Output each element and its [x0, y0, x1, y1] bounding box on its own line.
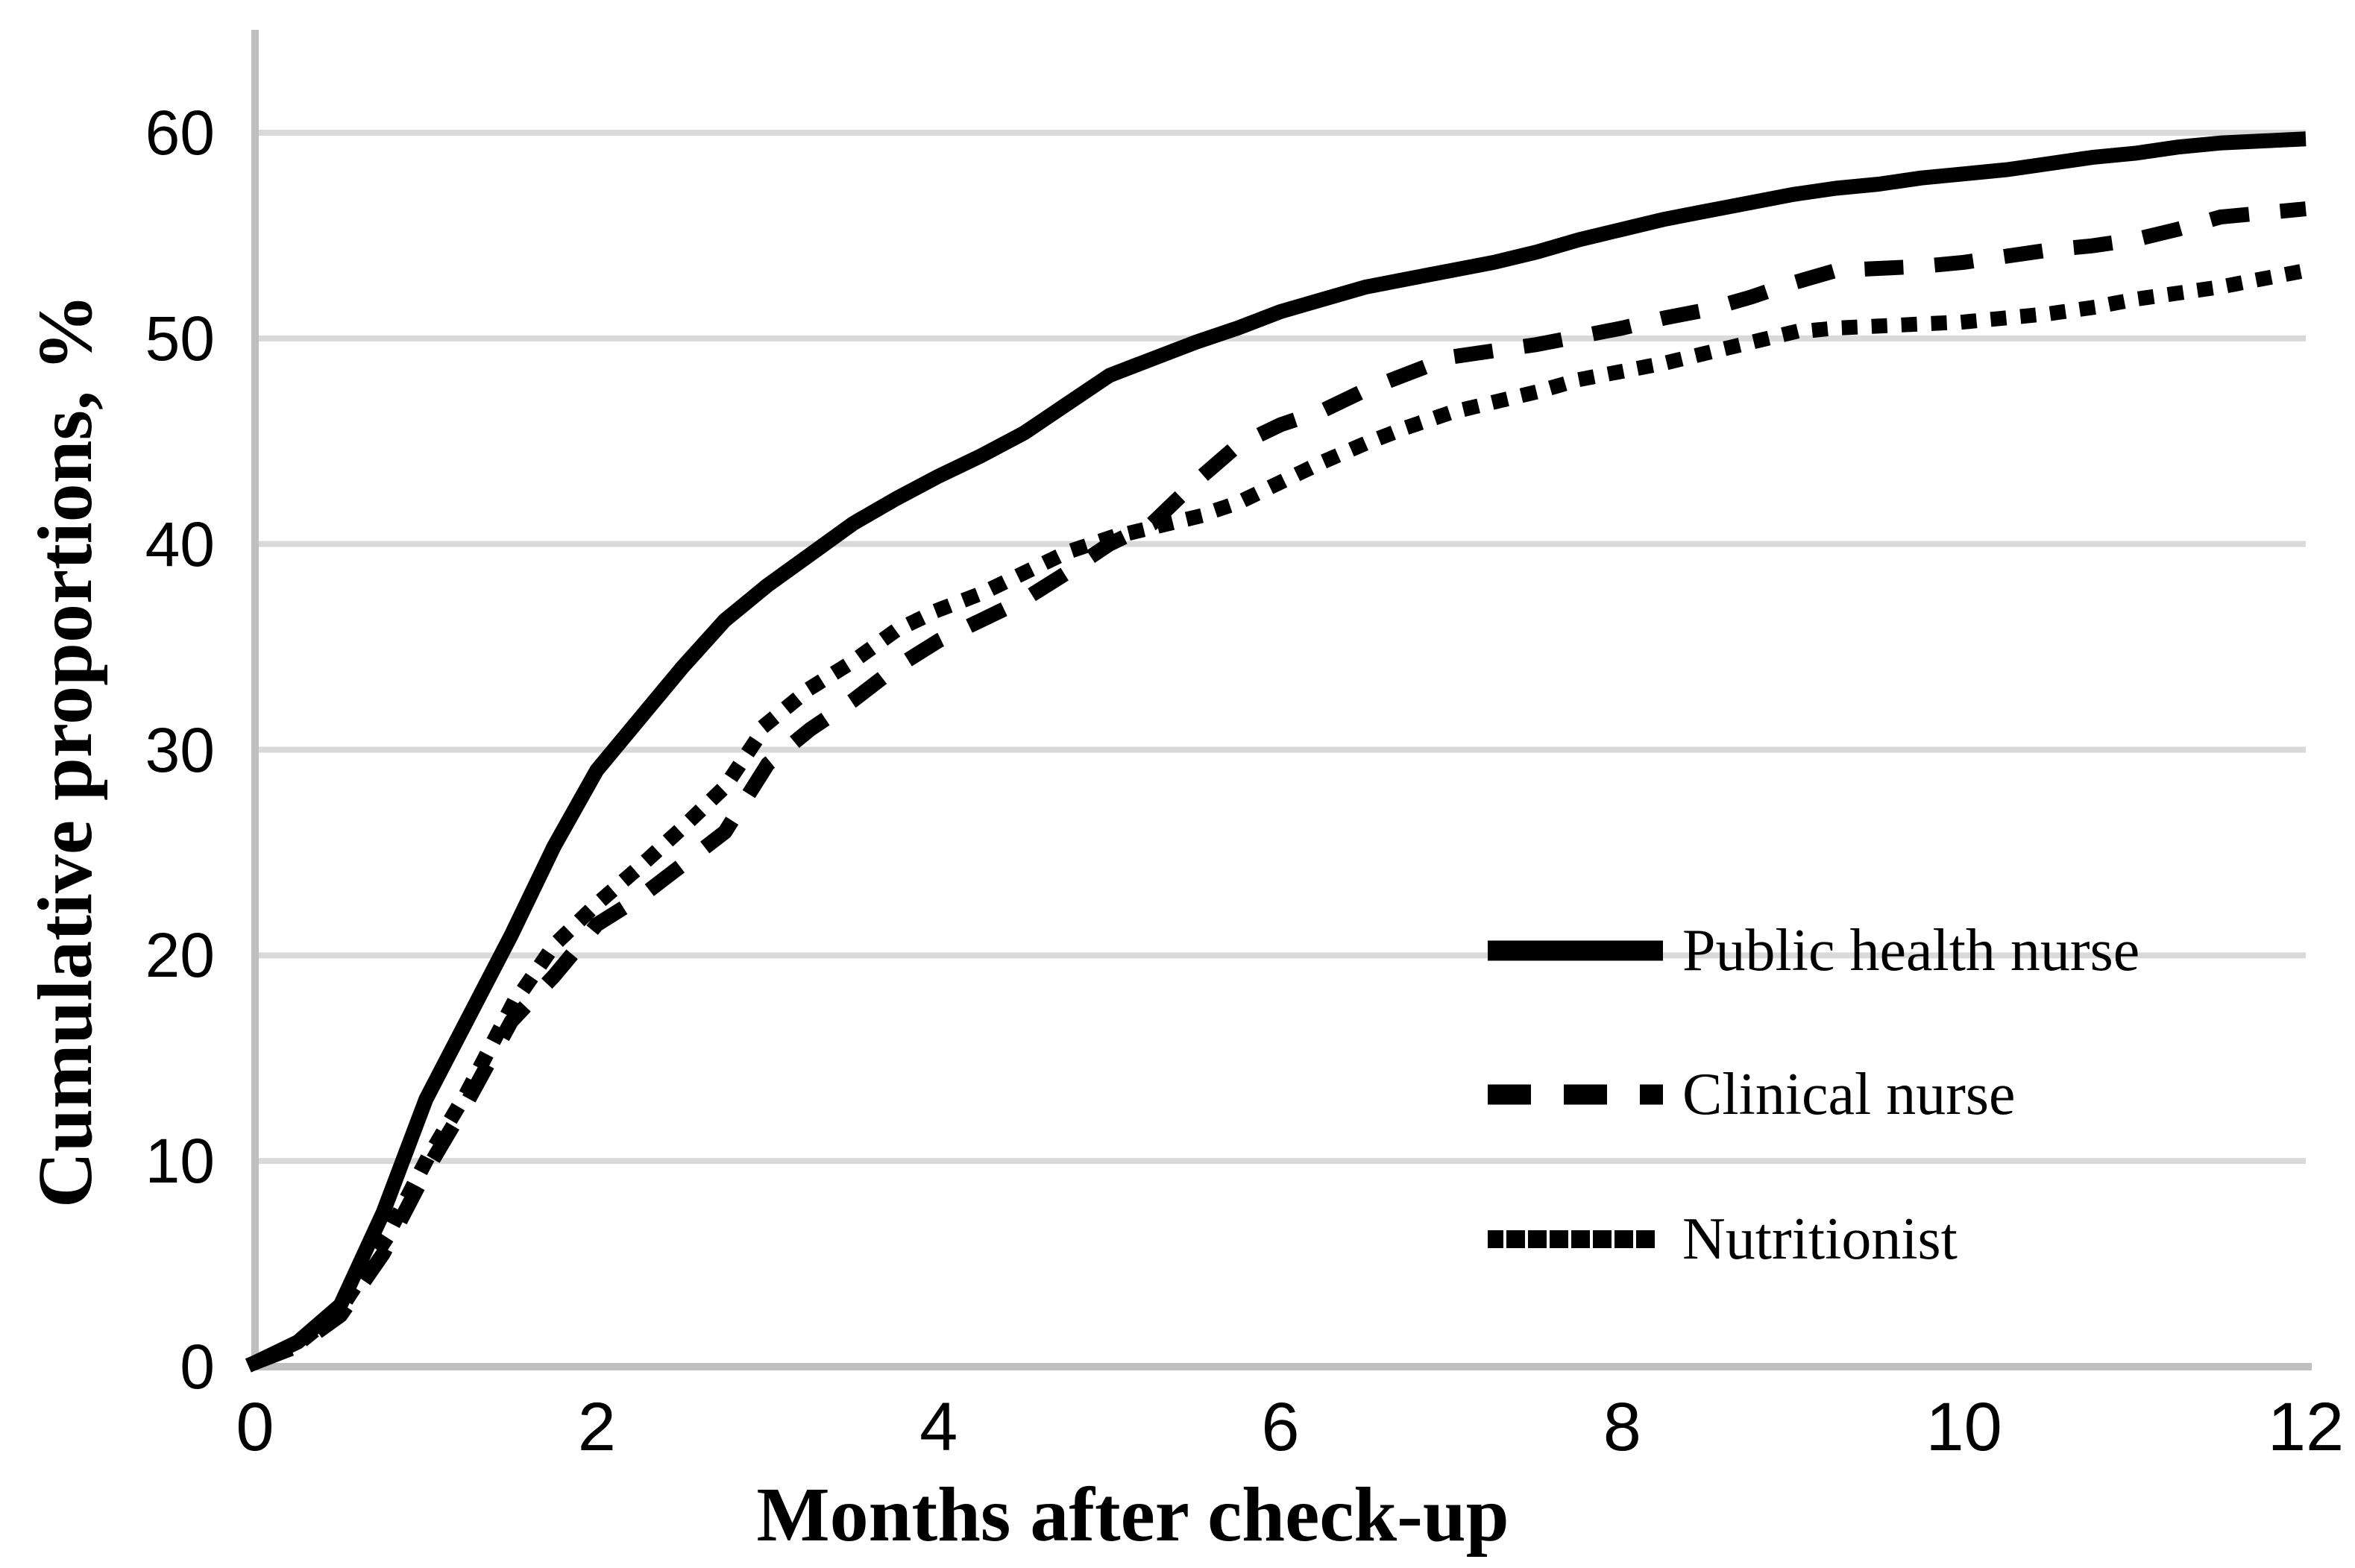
- dotted-line-sample-icon: [1488, 1230, 1663, 1248]
- y-tick-label-10: 10: [145, 1126, 215, 1197]
- y-tick-label-30: 30: [145, 714, 215, 785]
- x-tick-label-10: 10: [1925, 1389, 2002, 1465]
- solid-line-sample-icon: [1488, 940, 1663, 961]
- x-tick-label-4: 4: [919, 1389, 958, 1465]
- legend-item-public-health-nurse: Public health nurse: [1488, 906, 2139, 995]
- series-lines: [245, 131, 2315, 1373]
- x-axis-title: Months after check-up: [756, 1472, 1509, 1558]
- x-tick-label-8: 8: [1603, 1389, 1641, 1465]
- y-tick-label-60: 60: [145, 98, 215, 168]
- dashed-line-sample-icon: [1488, 1084, 1663, 1105]
- legend-label: Public health nurse: [1682, 917, 2140, 983]
- legend-item-nutritionist: Nutritionist: [1488, 1194, 1958, 1284]
- y-axis-title: Cumulative proportions, %: [22, 294, 108, 1208]
- y-tick-label-40: 40: [145, 509, 215, 579]
- legend-label: Nutritionist: [1682, 1206, 1958, 1272]
- gridlines: [255, 130, 2306, 1165]
- legend-label: Clinical nurse: [1682, 1061, 2016, 1127]
- x-tick-label-2: 2: [577, 1389, 616, 1465]
- y-tick-label-0: 0: [180, 1332, 215, 1402]
- legend-item-clinical-nurse: Clinical nurse: [1488, 1050, 2016, 1139]
- y-tick-label-20: 20: [145, 920, 215, 991]
- series-line-clinical-nurse: [252, 201, 2307, 1370]
- x-tick-label-0: 0: [236, 1389, 274, 1465]
- y-tick-label-50: 50: [145, 303, 215, 374]
- x-tick-label-6: 6: [1261, 1389, 1300, 1465]
- series-line-public-health-nurse: [251, 131, 2307, 1370]
- axis-lines: [251, 30, 2312, 1370]
- x-tick-label-12: 12: [2267, 1389, 2345, 1465]
- series-line-nutritionist: [245, 262, 2315, 1373]
